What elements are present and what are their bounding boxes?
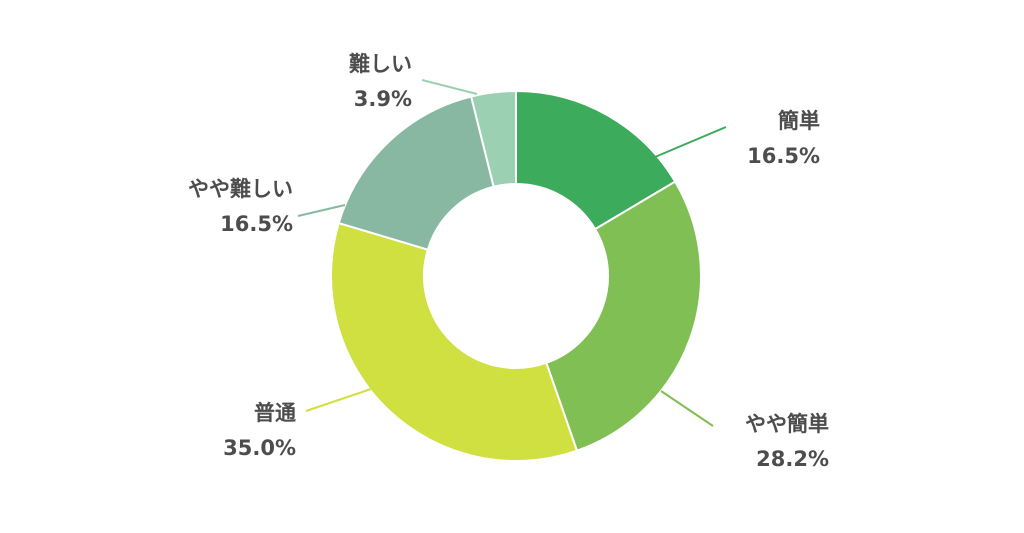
slice-value-label: 16.5% — [747, 144, 820, 168]
slice-category-label: やや難しい — [188, 177, 293, 201]
slice-value-label: 16.5% — [220, 212, 293, 236]
slice-category-label: 難しい — [349, 52, 412, 76]
pie-slice — [545, 180, 702, 452]
slice-category-label: 簡単 — [778, 109, 820, 133]
slice-value-label: 28.2% — [756, 447, 829, 471]
slice-value-label: 35.0% — [223, 436, 296, 460]
slice-value-label: 3.9% — [354, 87, 412, 111]
pie-slice — [515, 89, 677, 231]
slice-category-label: 普通 — [254, 401, 296, 425]
pie-slice — [469, 89, 517, 188]
labels-layer: 簡単 16.5% やや簡単 28.2% 普通 35.0% やや難しい 16.5% 難しい 3.9% — [188, 52, 829, 471]
leader-line — [660, 390, 714, 427]
leader-line — [421, 79, 478, 95]
leader-line — [654, 126, 727, 158]
leader-line — [297, 204, 346, 217]
pie-slice — [330, 221, 579, 462]
pie-slice — [337, 95, 495, 251]
slices-layer — [330, 89, 702, 462]
slice-category-label: やや簡単 — [745, 412, 829, 436]
leader-lines-layer — [297, 79, 727, 427]
leader-line — [305, 388, 372, 412]
